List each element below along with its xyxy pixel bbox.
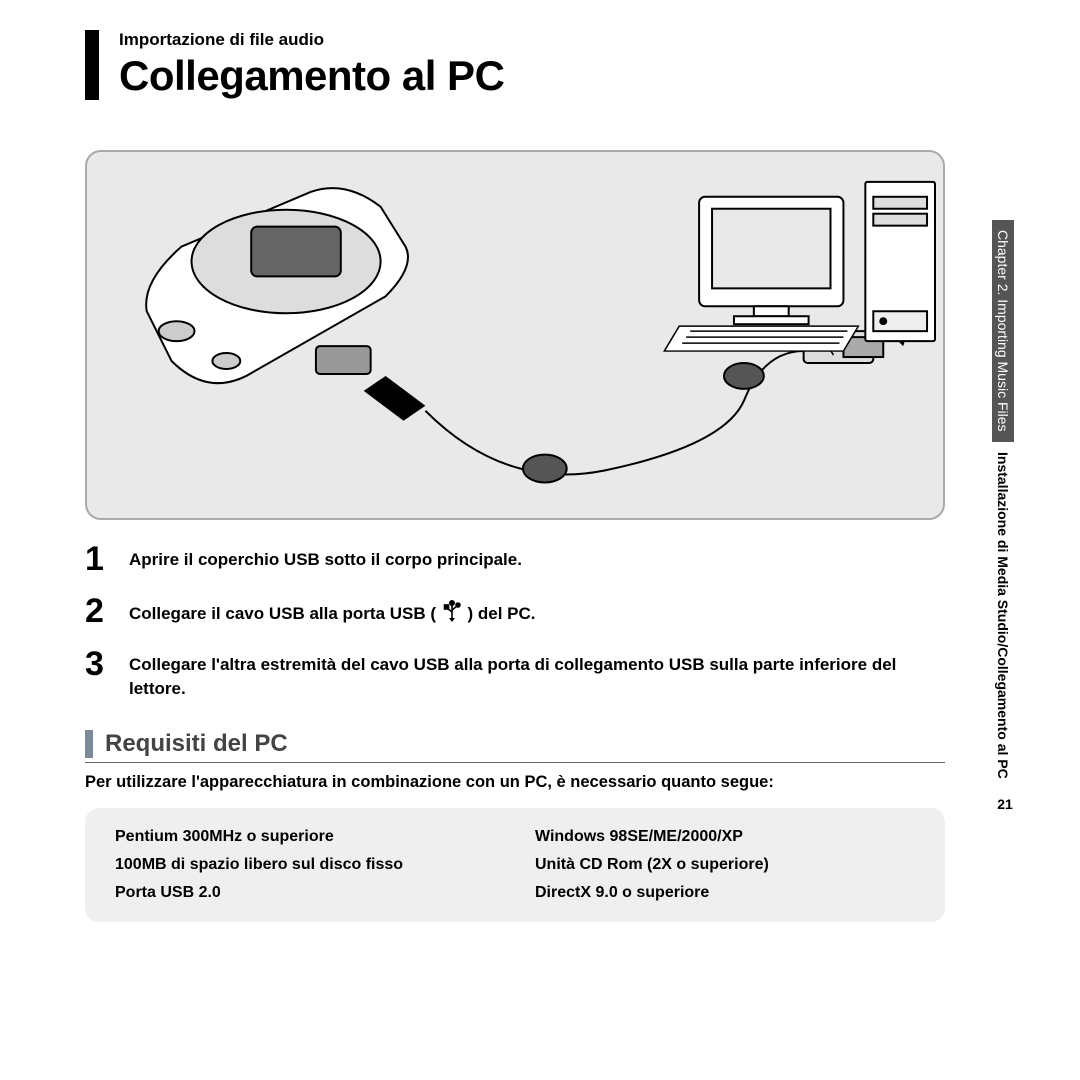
requirement-item: Porta USB 2.0	[115, 884, 495, 902]
requirements-title: Requisiti del PC	[105, 730, 288, 758]
step-number: 2	[85, 594, 111, 628]
side-tabs: Chapter 2. Importing Music Files Install…	[992, 220, 1018, 990]
page-title: Collegamento al PC	[119, 52, 945, 100]
page-number: 21	[992, 796, 1018, 812]
step-3: 3 Collegare l'altra estremità del cavo U…	[85, 647, 945, 701]
requirements-box: Pentium 300MHz o superiore 100MB di spaz…	[85, 808, 945, 922]
step-number: 3	[85, 647, 111, 681]
title-block: Importazione di file audio Collegamento …	[85, 30, 945, 100]
requirement-item: Windows 98SE/ME/2000/XP	[535, 828, 915, 846]
requirements-intro: Per utilizzare l'apparecchiatura in comb…	[85, 773, 945, 792]
requirements-right-column: Windows 98SE/ME/2000/XP Unità CD Rom (2X…	[535, 828, 915, 902]
connection-illustration	[85, 150, 945, 520]
step-1: 1 Aprire il coperchio USB sotto il corpo…	[85, 542, 945, 576]
section-tab: Installazione di Media Studio/Collegamen…	[992, 442, 1014, 789]
chapter-tab: Chapter 2. Importing Music Files	[992, 220, 1014, 442]
step-text-before: Collegare il cavo USB alla porta USB (	[129, 604, 436, 623]
requirement-item: 100MB di spazio libero sul disco fisso	[115, 856, 495, 874]
usb-icon	[443, 600, 461, 629]
requirement-item: DirectX 9.0 o superiore	[535, 884, 915, 902]
step-number: 1	[85, 542, 111, 576]
requirements-section: Requisiti del PC Per utilizzare l'appare…	[85, 730, 945, 922]
requirement-item: Pentium 300MHz o superiore	[115, 828, 495, 846]
step-text: Collegare il cavo USB alla porta USB (	[129, 594, 536, 629]
steps-list: 1 Aprire il coperchio USB sotto il corpo…	[85, 542, 945, 700]
step-2: 2 Collegare il cavo USB alla porta USB (	[85, 594, 945, 629]
header-accent-bar	[85, 730, 93, 758]
requirements-header: Requisiti del PC	[85, 730, 945, 763]
illustration-svg	[87, 152, 943, 520]
step-text: Collegare l'altra estremità del cavo USB…	[129, 647, 945, 701]
step-text: Aprire il coperchio USB sotto il corpo p…	[129, 542, 522, 572]
step-text-after: ) del PC.	[468, 604, 536, 623]
requirement-item: Unità CD Rom (2X o superiore)	[535, 856, 915, 874]
section-label: Importazione di file audio	[119, 30, 945, 50]
requirements-left-column: Pentium 300MHz o superiore 100MB di spaz…	[115, 828, 495, 902]
